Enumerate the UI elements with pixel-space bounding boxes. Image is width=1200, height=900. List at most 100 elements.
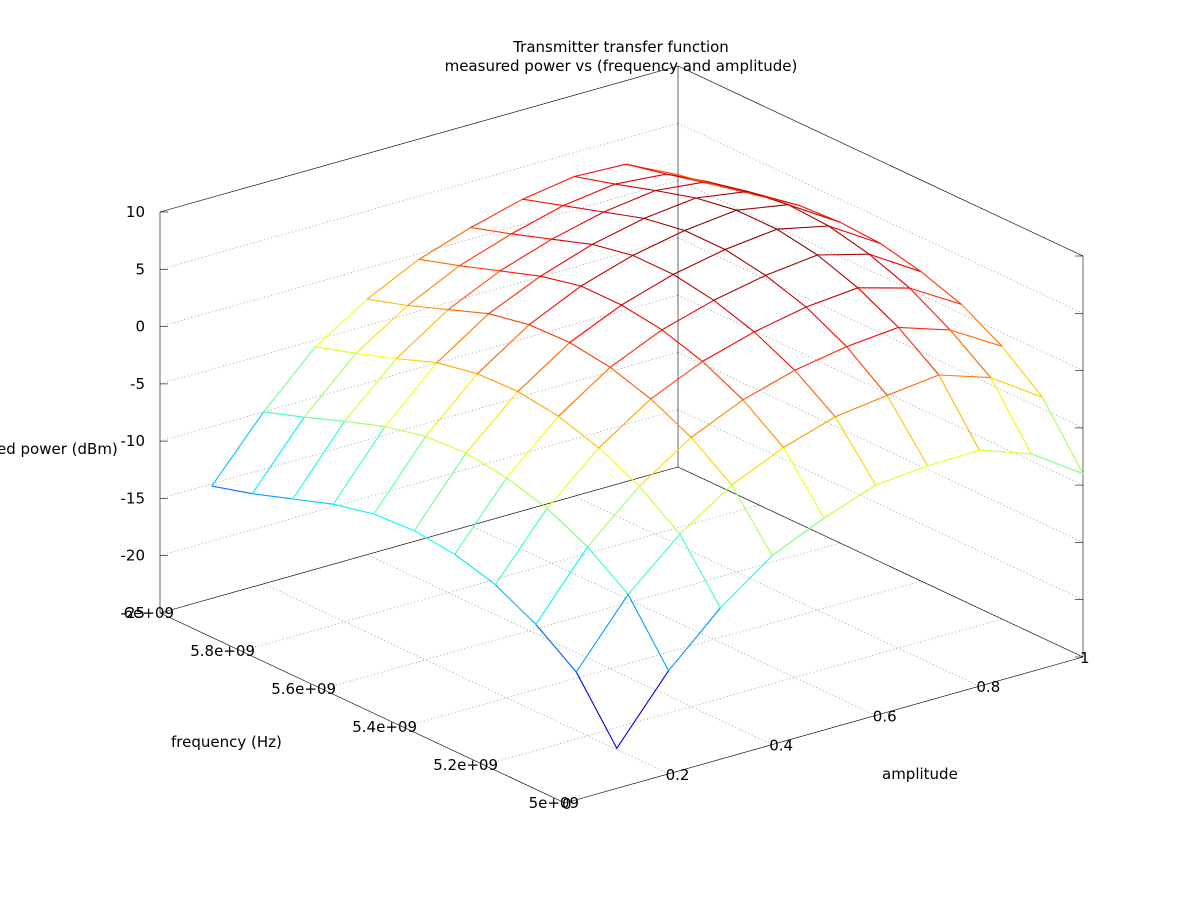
surface-segment-amplitude: [650, 360, 704, 400]
surface-segment-frequency: [857, 287, 899, 328]
surface-segment-amplitude: [499, 238, 553, 272]
surface-segment-amplitude: [805, 287, 859, 308]
surface-segment-frequency: [425, 435, 467, 454]
surface-segment-amplitude: [695, 190, 749, 199]
surface-segment-frequency: [758, 195, 801, 207]
surface-segment-frequency: [742, 399, 785, 449]
surface-segment-frequency: [638, 485, 681, 535]
surface-segment-amplitude: [476, 324, 530, 375]
surface-segment-amplitude: [719, 555, 773, 609]
surface-segment-amplitude: [591, 217, 645, 245]
surface-segment-amplitude: [679, 484, 733, 535]
surface-segment-amplitude: [742, 369, 796, 401]
surface-mesh: [211, 163, 1084, 749]
surface-segment-amplitude: [927, 449, 980, 467]
z-tick-label: -5: [130, 375, 145, 393]
surface-segment-frequency: [546, 507, 589, 548]
frequency-tick-label: 5.6e+09: [271, 680, 336, 698]
surface-segment-frequency: [418, 258, 461, 267]
surface-segment-frequency: [344, 420, 386, 428]
z-tick-label: 10: [126, 203, 145, 221]
surface-segment-amplitude: [506, 415, 559, 479]
z-tick-label: -20: [121, 547, 146, 565]
surface-segment-frequency: [787, 204, 830, 227]
top-side-line: [677, 65, 1084, 257]
surface-segment-frequency: [695, 197, 737, 211]
surface-segment-frequency: [625, 163, 668, 175]
surface-segment-frequency: [753, 331, 796, 371]
surface-segment-amplitude: [303, 352, 357, 418]
y-axis-label: frequency (Hz): [171, 733, 282, 751]
surface-segment-amplitude: [211, 411, 265, 487]
surface-segment-amplitude: [447, 270, 501, 311]
surface-segment-amplitude: [701, 331, 755, 362]
top-back-line: [159, 65, 679, 213]
surface-segment-amplitude: [603, 189, 656, 213]
surface-segment-amplitude: [366, 258, 420, 300]
surface-segment-frequency: [776, 228, 818, 256]
surface-segment-amplitude: [654, 181, 708, 192]
tick-labels: -25-20-15-10-505105e+095.2e+095.4e+095.6…: [121, 203, 1090, 813]
surface-segment-amplitude: [551, 211, 605, 240]
amplitude-tick-label: 0.4: [769, 737, 793, 755]
surface-segment-amplitude: [557, 366, 611, 417]
surface-segment-frequency: [661, 329, 704, 362]
surface-segment-amplitude: [632, 229, 686, 256]
surface-segment-frequency: [603, 211, 645, 219]
surface-segment-frequency: [587, 546, 629, 595]
side-wall-gridline: [677, 352, 1084, 543]
surface-segment-amplitude: [573, 163, 627, 178]
floor-gridline-frequency: [483, 618, 1003, 766]
surface-segment-frequency: [839, 221, 882, 245]
frequency-tick-label: 5.8e+09: [190, 642, 255, 660]
surface-segment-frequency: [454, 553, 496, 586]
surface-segment-frequency: [684, 229, 726, 251]
amplitude-axis-line: [564, 656, 1084, 804]
surface-segment-amplitude: [713, 274, 767, 301]
surface-segment-amplitude: [332, 426, 386, 505]
surface-segment-frequency: [488, 313, 530, 326]
surface-segment-amplitude: [535, 546, 589, 625]
surface-segment-amplitude: [522, 175, 575, 200]
surface-segment-frequency: [470, 226, 512, 235]
frequency-tick-label: 5.4e+09: [352, 718, 417, 736]
surface-segment-amplitude: [562, 183, 616, 207]
surface-segment-frequency: [562, 205, 605, 213]
floor-gridline-amplitude: [367, 554, 773, 745]
surface-segment-amplitude: [418, 226, 472, 260]
surface-segment-amplitude: [314, 298, 368, 348]
surface-segment-frequency: [706, 181, 749, 192]
x-axis-label: amplitude: [882, 765, 958, 783]
surface-segment-amplitude: [776, 225, 830, 230]
surface-segment-amplitude: [465, 390, 519, 454]
surface-segment-amplitude: [938, 374, 992, 379]
surface-segment-amplitude: [765, 254, 818, 276]
surface-segment-frequency: [332, 503, 375, 515]
surface-segment-amplitude: [373, 435, 427, 515]
surface-segment-amplitude: [823, 484, 877, 519]
side-wall-gridline: [677, 409, 1084, 601]
surface-segment-amplitude: [344, 358, 397, 422]
surface-segment-amplitude: [598, 398, 652, 449]
surface-segment-frequency: [650, 398, 692, 438]
surface-segment-amplitude: [834, 394, 888, 418]
surface-segment-amplitude: [690, 399, 744, 438]
surface-segment-amplitude: [510, 205, 564, 235]
surface-segment-amplitude: [587, 485, 640, 548]
surface-segment-frequency: [632, 254, 674, 275]
surface-segment-frequency: [436, 362, 478, 375]
surface-segment-frequency: [384, 426, 427, 437]
surface-segment-frequency: [609, 366, 652, 400]
surface-segment-amplitude: [643, 197, 697, 219]
surface-segment-frequency: [620, 304, 663, 331]
surface-segment-frequency: [897, 326, 940, 376]
surface-segment-frequency: [211, 485, 253, 495]
surface-segment-frequency: [355, 352, 397, 360]
surface-segment-frequency: [510, 233, 553, 240]
surface-segment-frequency: [251, 493, 294, 500]
surface-segment-frequency: [395, 358, 438, 364]
surface-segment-frequency: [643, 217, 686, 232]
surface-segment-amplitude: [609, 329, 663, 368]
surface-segment-frequency: [828, 225, 870, 255]
